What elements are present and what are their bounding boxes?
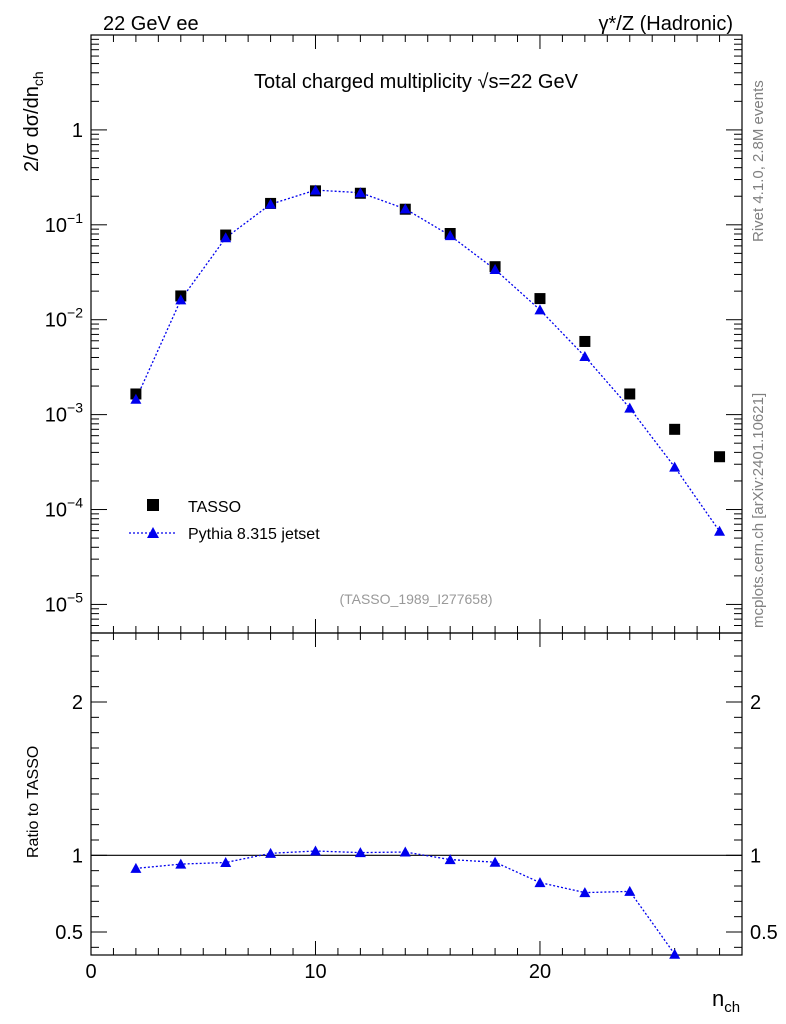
ratio-y-tick-label-left: 1 — [72, 845, 83, 867]
pythia-point — [175, 294, 187, 305]
ratio-y-tick-label-right: 0.5 — [750, 922, 778, 944]
x-tick-label: 20 — [529, 961, 551, 983]
pythia-point — [220, 232, 232, 243]
tasso-point — [624, 388, 636, 400]
ratio-point — [534, 877, 546, 888]
pythia-point — [444, 230, 456, 241]
main-plot-frame — [90, 34, 743, 634]
ratio-point — [220, 857, 232, 868]
ratio-point — [444, 854, 456, 865]
ratio-point — [489, 856, 501, 867]
x-axis-label: nch — [712, 986, 740, 1016]
legend-pythia-label: Pythia 8.315 jetset — [188, 526, 320, 543]
main-y-tick-label: 10−3 — [45, 400, 83, 427]
process-energy-label: 22 GeV ee — [103, 13, 199, 35]
legend-tasso-label: TASSO — [188, 499, 241, 516]
pythia-point — [354, 187, 366, 198]
ratio-point — [265, 847, 277, 858]
x-tick-label: 0 — [85, 961, 96, 983]
rivet-version-label: Rivet 4.1.0, 2.8M events — [750, 80, 767, 242]
tasso-point — [714, 451, 726, 463]
legend-pythia-marker — [147, 527, 159, 538]
pythia-point — [714, 525, 726, 536]
pythia-point — [399, 203, 411, 214]
ratio-point — [354, 847, 366, 858]
ratio-y-tick-label-right: 1 — [750, 845, 761, 867]
tasso-point — [579, 335, 591, 347]
pythia-point — [579, 350, 591, 361]
pythia-point — [534, 304, 546, 315]
main-y-axis-label: 2/σ dσ/dnch — [21, 71, 46, 172]
tasso-point — [534, 293, 546, 305]
ratio-point — [175, 858, 187, 869]
ratio-point — [130, 862, 142, 873]
legend-tasso-marker — [147, 499, 159, 511]
analysis-id-label: (TASSO_1989_I277658) — [339, 591, 492, 607]
ratio-point — [399, 846, 411, 857]
pythia-line — [135, 189, 721, 532]
ratio-y-tick-label-left: 2 — [72, 692, 83, 714]
x-tick-label: 10 — [304, 961, 326, 983]
pythia-point — [265, 198, 277, 209]
pythia-point — [309, 184, 321, 195]
ratio-line — [135, 850, 676, 955]
main-y-tick-label: 10−1 — [45, 210, 83, 237]
mcplots-credit-label: mcplots.cern.ch [arXiv:2401.10621] — [750, 393, 767, 628]
pythia-point — [669, 461, 681, 472]
main-y-tick-label: 10−2 — [45, 305, 83, 332]
main-y-tick-label: 1 — [72, 120, 83, 142]
ratio-point — [309, 845, 321, 856]
ratio-y-tick-label-left: 0.5 — [55, 922, 83, 944]
process-type-label: γ*/Z (Hadronic) — [599, 13, 733, 35]
chart-title: Total charged multiplicity √s=22 GeV — [254, 71, 579, 93]
ratio-point — [669, 948, 681, 959]
ratio-point — [579, 887, 591, 898]
axes-layer: 10−510−410−310−210−110 10 200.5 0.51 12 2 — [45, 34, 778, 983]
tasso-point — [669, 423, 681, 435]
ratio-point — [624, 885, 636, 896]
marks-layer — [91, 184, 742, 959]
pythia-point — [130, 393, 142, 404]
main-y-tick-label: 10−4 — [45, 495, 83, 522]
pythia-point — [624, 402, 636, 413]
ratio-plot-frame — [90, 632, 743, 956]
pythia-point — [489, 264, 501, 275]
ratio-y-tick-label-right: 2 — [750, 692, 761, 714]
ratio-y-axis-label: Ratio to TASSO — [25, 746, 42, 858]
main-y-tick-label: 10−5 — [45, 589, 83, 616]
